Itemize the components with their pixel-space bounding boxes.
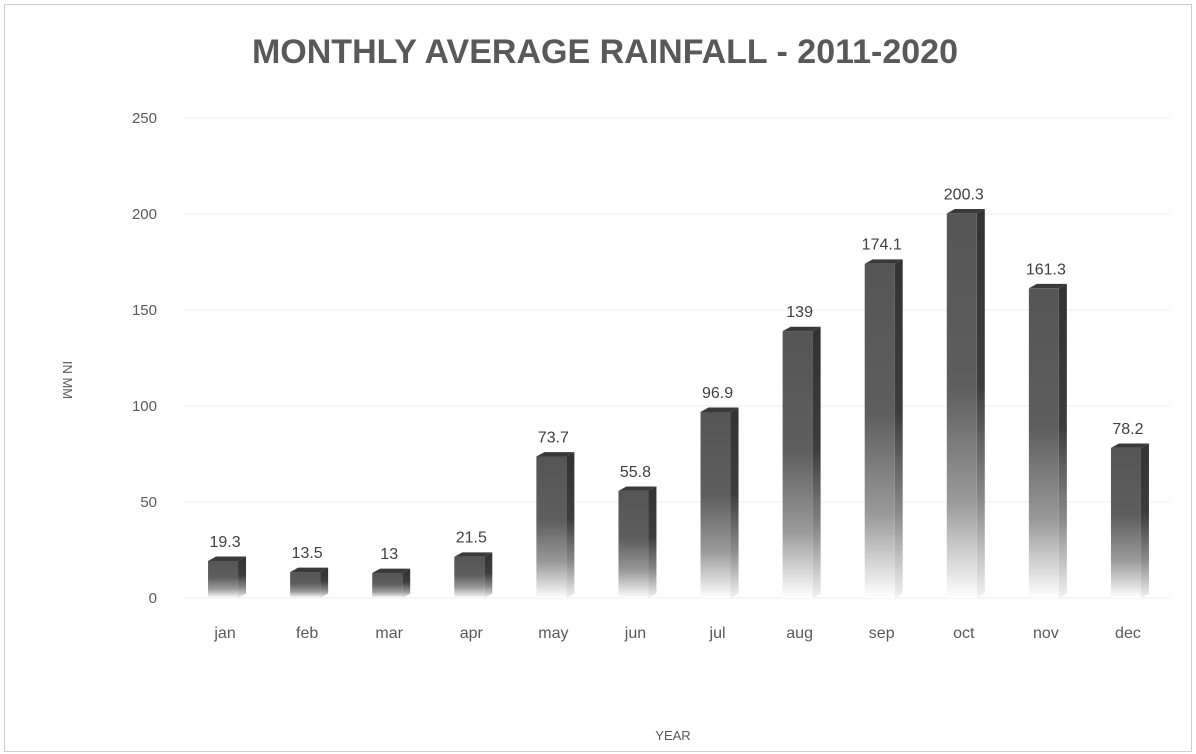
data-label: 19.3 bbox=[209, 534, 240, 551]
bar-nov bbox=[1028, 283, 1067, 598]
data-label: 96.9 bbox=[702, 385, 733, 402]
y-axis-ticks: 0 50 100 150 200 250 bbox=[132, 110, 157, 607]
y-tick-label: 150 bbox=[132, 302, 157, 319]
bar-front bbox=[1028, 288, 1059, 598]
bar-front bbox=[946, 213, 977, 598]
bar-top bbox=[700, 407, 739, 412]
bar-front bbox=[782, 331, 813, 598]
bar-dec bbox=[1110, 443, 1149, 598]
chart-title: MONTHLY AVERAGE RAINFALL - 2011-2020 bbox=[252, 33, 958, 71]
x-tick-label: mar bbox=[375, 625, 403, 642]
x-tick-label: sep bbox=[869, 625, 895, 642]
x-tick-label: aug bbox=[786, 625, 813, 642]
bar-side bbox=[402, 568, 411, 598]
data-label: 73.7 bbox=[538, 429, 569, 446]
bar-front bbox=[454, 556, 485, 598]
x-axis-ticks: jan feb mar apr may jun jul aug sep oct nov dec bbox=[213, 625, 1140, 642]
bar-front bbox=[536, 456, 567, 598]
x-tick-label: nov bbox=[1033, 625, 1059, 642]
data-label: 55.8 bbox=[620, 464, 651, 481]
bar-top bbox=[618, 486, 657, 491]
x-tick-label: feb bbox=[296, 625, 318, 642]
bar-side bbox=[648, 486, 657, 598]
bar-side bbox=[238, 556, 247, 598]
x-tick-label: jan bbox=[213, 625, 235, 642]
bar-top bbox=[1028, 283, 1067, 289]
chart: MONTHLY AVERAGE RAINFALL - 2011-2020 0 50… bbox=[60, 33, 1170, 743]
x-tick-label: apr bbox=[460, 625, 484, 642]
x-tick-label: may bbox=[538, 625, 568, 642]
bar-top bbox=[372, 568, 411, 574]
y-tick-label: 250 bbox=[132, 110, 157, 127]
bar-front bbox=[700, 411, 731, 598]
bar-jun bbox=[618, 486, 657, 598]
bar-top bbox=[946, 209, 985, 214]
bar-aug bbox=[782, 326, 821, 598]
bar-side bbox=[484, 552, 493, 598]
x-tick-label: jun bbox=[624, 625, 646, 642]
bar-oct bbox=[946, 209, 985, 599]
bar-sep bbox=[864, 259, 903, 598]
bar-front bbox=[372, 573, 403, 598]
bar-mar bbox=[372, 568, 411, 598]
data-label: 161.3 bbox=[1026, 261, 1066, 278]
bar-side bbox=[812, 326, 821, 598]
y-tick-label: 200 bbox=[132, 206, 157, 223]
bar-top bbox=[290, 567, 329, 573]
bar-apr bbox=[454, 552, 493, 598]
y-axis-label: IN MM bbox=[60, 361, 75, 399]
x-tick-label: oct bbox=[953, 625, 975, 642]
y-tick-label: 100 bbox=[132, 398, 157, 415]
y-tick-label: 50 bbox=[140, 494, 157, 511]
bar-side bbox=[730, 407, 739, 598]
bar-top bbox=[864, 259, 903, 264]
bar-front bbox=[208, 560, 239, 598]
x-tick-label: jul bbox=[709, 625, 726, 642]
bar-side bbox=[320, 567, 329, 598]
x-axis-label: YEAR bbox=[655, 728, 690, 743]
bars bbox=[208, 209, 1149, 599]
bar-top bbox=[782, 326, 821, 332]
bar-top bbox=[536, 452, 575, 457]
bar-top bbox=[1110, 443, 1149, 448]
x-tick-label: dec bbox=[1115, 625, 1141, 642]
bar-side bbox=[1140, 443, 1149, 598]
data-label: 78.2 bbox=[1112, 421, 1143, 438]
chart-frame: MONTHLY AVERAGE RAINFALL - 2011-2020 0 50… bbox=[4, 4, 1192, 752]
bar-front bbox=[290, 572, 321, 598]
bar-may bbox=[536, 452, 575, 598]
bar-feb bbox=[290, 567, 329, 598]
data-label: 21.5 bbox=[456, 530, 487, 547]
bar-side bbox=[894, 259, 903, 598]
data-label: 174.1 bbox=[862, 237, 902, 254]
data-label: 13.5 bbox=[292, 545, 323, 562]
data-label: 139 bbox=[786, 304, 813, 321]
bar-top bbox=[454, 552, 493, 557]
bar-front bbox=[1110, 447, 1141, 598]
bar-front bbox=[864, 263, 895, 598]
bar-front bbox=[618, 490, 649, 598]
data-labels: 19.3 13.5 13 21.5 73.7 55.8 96.9 139 174.1 200.3 1… bbox=[209, 186, 1143, 563]
bar-side bbox=[976, 209, 985, 599]
bar-side bbox=[566, 452, 575, 598]
bar-top bbox=[208, 556, 247, 561]
bar-side bbox=[1058, 283, 1067, 598]
y-tick-label: 0 bbox=[149, 590, 157, 607]
gridlines bbox=[185, 117, 1170, 599]
bar-jan bbox=[208, 556, 247, 598]
bar-jul bbox=[700, 407, 739, 598]
data-label: 13 bbox=[380, 546, 398, 563]
data-label: 200.3 bbox=[944, 186, 984, 203]
